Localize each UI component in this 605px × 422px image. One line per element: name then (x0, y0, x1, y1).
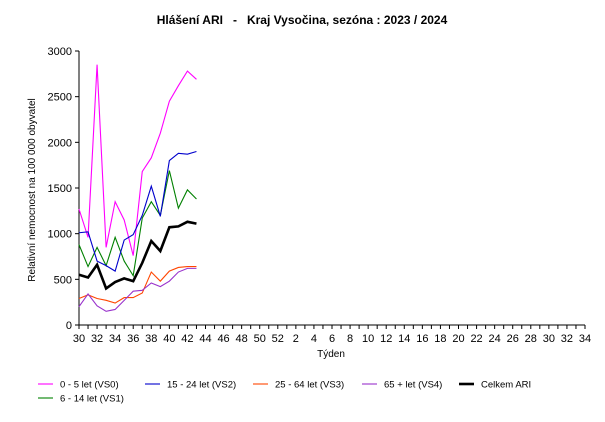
x-tick-label: 42 (181, 333, 193, 345)
chart-title: Hlášení ARI - Kraj Vysočina, sezóna : 20… (157, 13, 448, 27)
x-tick-label: 22 (470, 333, 482, 345)
y-tick-label: 1500 (48, 183, 72, 195)
x-tick-label: 24 (489, 333, 501, 345)
x-axis-title: Týden (317, 349, 345, 360)
legend-label: Celkem ARI (481, 380, 531, 391)
x-tick-label: 40 (163, 333, 175, 345)
series-line-3 (78, 265, 197, 304)
y-tick-label: 2000 (48, 137, 72, 149)
x-tick-label: 30 (73, 333, 85, 345)
y-tick-label: 1000 (48, 229, 72, 241)
x-tick-label: 16 (416, 333, 428, 345)
x-tick-label: 36 (127, 333, 139, 345)
series-line-4 (78, 267, 197, 312)
x-tick-label: 18 (434, 333, 446, 345)
legend-label: 25 - 64 let (VS3) (275, 380, 344, 391)
x-tick-label: 14 (398, 333, 410, 345)
x-tick-label: 38 (145, 333, 157, 345)
x-tick-label: 48 (236, 333, 248, 345)
x-tick-label: 34 (109, 333, 121, 345)
y-axis-title: Relativní nemocnost na 100 000 obyvatel (27, 98, 38, 281)
y-tick-label: 500 (54, 274, 72, 286)
x-tick-label: 20 (452, 333, 464, 345)
x-tick-label: 50 (254, 333, 266, 345)
x-tick-label: 44 (199, 333, 211, 345)
x-tick-label: 4 (311, 333, 317, 345)
series-line-2 (78, 150, 197, 272)
series-line-5 (78, 220, 197, 291)
y-tick-label: 0 (66, 320, 72, 332)
x-tick-label: 32 (561, 333, 573, 345)
x-tick-label: 52 (272, 333, 284, 345)
x-tick-label: 28 (525, 333, 537, 345)
x-tick-label: 26 (507, 333, 519, 345)
y-tick-label: 3000 (48, 46, 72, 58)
x-tick-label: 30 (543, 333, 555, 345)
y-tick-label: 2500 (48, 92, 72, 104)
legend-label: 0 - 5 let (VS0) (60, 380, 119, 391)
x-tick-label: 8 (347, 333, 353, 345)
series-layer (78, 64, 197, 312)
x-tick-label: 32 (91, 333, 103, 345)
x-tick-label: 2 (293, 333, 299, 345)
x-tick-label: 46 (217, 333, 229, 345)
x-tick-label: 6 (329, 333, 335, 345)
x-tick-label: 34 (579, 333, 591, 345)
legend-label: 15 - 24 let (VS2) (167, 380, 236, 391)
legend-label: 65 + let (VS4) (384, 380, 442, 391)
x-tick-label: 10 (362, 333, 374, 345)
legend: 0 - 5 let (VS0) 15 - 24 let (VS2) 25 - 64 … (38, 380, 531, 405)
legend-label: 6 - 14 let (VS1) (60, 394, 124, 405)
x-tick-label: 12 (380, 333, 392, 345)
series-line-0 (78, 64, 197, 256)
series-line-1 (78, 170, 197, 278)
